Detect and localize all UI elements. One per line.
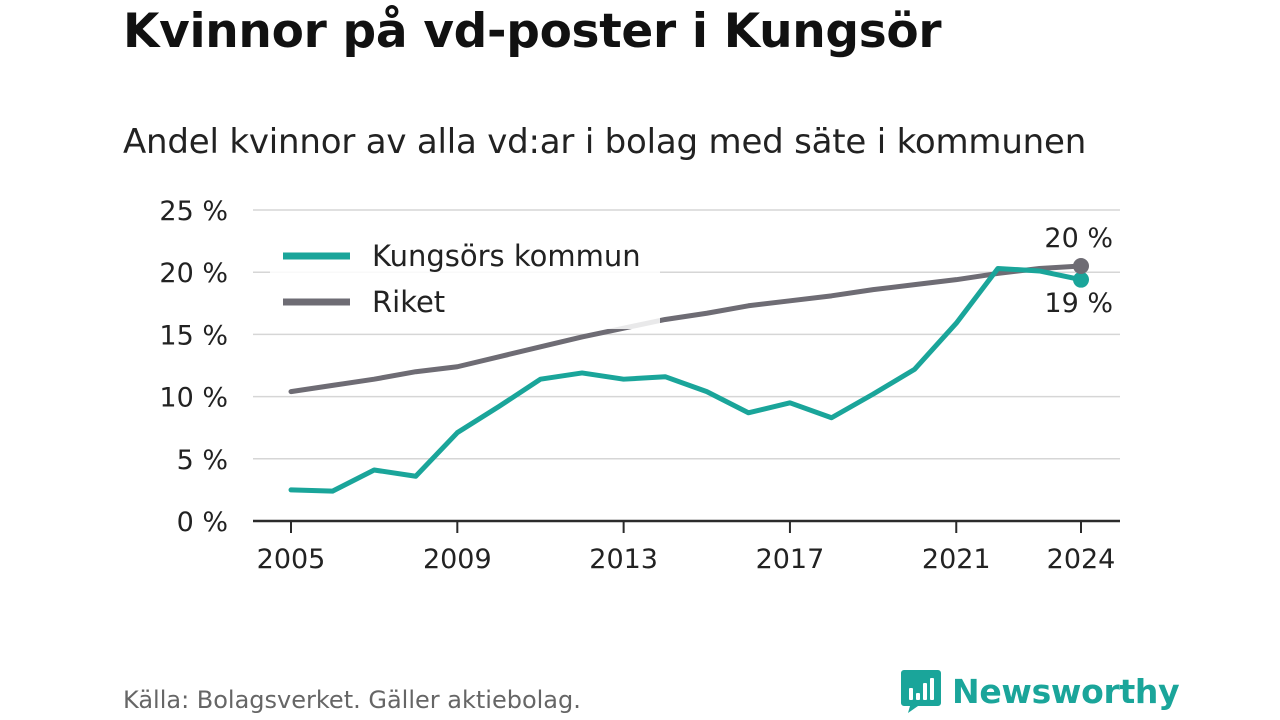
end-point-marker — [1073, 271, 1089, 288]
x-tick-label: 2017 — [756, 544, 825, 575]
y-tick-label: 10 % — [159, 383, 228, 414]
x-tick-label: 2021 — [922, 544, 991, 575]
x-tick-label: 2005 — [257, 544, 326, 575]
legend-background — [270, 233, 660, 329]
legend-label: Kungsörs kommun — [372, 239, 641, 273]
series-line-kungsor — [288, 265, 1084, 494]
y-tick-label: 20 % — [159, 258, 228, 289]
line-chart: 0 % 5 % 10 % 15 % 20 % 25 % 2005 2009 2013 2017 20… — [159, 196, 1120, 575]
x-tick-label: 2024 — [1047, 544, 1116, 575]
y-tick-label: 0 % — [177, 507, 228, 538]
brand-name: Newsworthy — [952, 671, 1180, 711]
y-tick-label: 5 % — [177, 445, 228, 476]
chart-title: Kvinnor på vd-poster i Kungsör — [123, 4, 942, 59]
series-line-riket — [288, 263, 1084, 395]
legend-label: Riket — [372, 285, 445, 319]
chart-subtitle: Andel kvinnor av alla vd:ar i bolag med … — [123, 122, 1087, 162]
end-label-riket: 20 % — [1044, 223, 1113, 254]
newsworthy-logo-icon — [901, 670, 941, 713]
y-tick-label: 25 % — [159, 196, 228, 227]
brand-logo: Newsworthy — [900, 668, 1180, 714]
x-tick-label: 2009 — [423, 544, 492, 575]
source-note: Källa: Bolagsverket. Gäller aktiebolag. — [123, 686, 581, 714]
end-label-kungsor: 19 % — [1044, 288, 1113, 319]
y-tick-label: 15 % — [159, 320, 228, 351]
x-tick-label: 2013 — [589, 544, 658, 575]
end-point-marker — [1073, 257, 1089, 274]
